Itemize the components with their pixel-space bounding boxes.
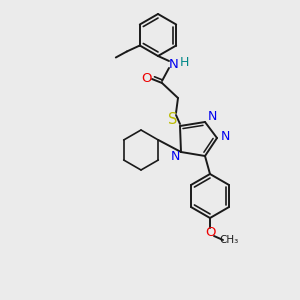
Text: H: H <box>179 56 189 70</box>
Text: CH₃: CH₃ <box>219 235 238 245</box>
Text: O: O <box>205 226 215 238</box>
Text: S: S <box>168 112 178 127</box>
Text: N: N <box>170 151 180 164</box>
Text: N: N <box>169 58 179 70</box>
Text: N: N <box>207 110 217 124</box>
Text: N: N <box>220 130 230 142</box>
Text: O: O <box>141 71 151 85</box>
